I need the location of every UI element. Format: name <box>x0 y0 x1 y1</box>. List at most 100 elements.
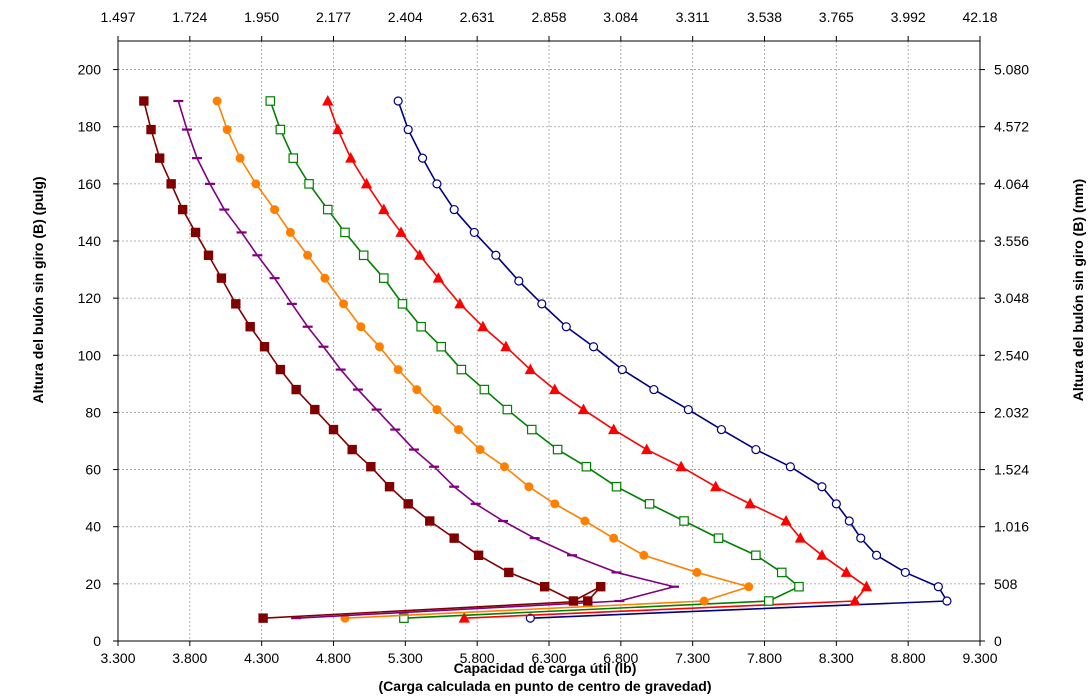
x-tick-label: 6.800 <box>603 650 638 666</box>
data-point <box>265 96 276 106</box>
series-line <box>143 100 602 619</box>
data-point <box>393 96 403 106</box>
data-point <box>304 179 314 189</box>
y-tick-label: 180 <box>78 119 102 135</box>
data-point <box>291 384 301 395</box>
data-point <box>139 96 149 106</box>
x-tick-label: 6.300 <box>531 650 566 666</box>
data-point <box>942 596 952 606</box>
data-point <box>785 462 795 472</box>
series-3 <box>265 96 804 623</box>
data-point <box>203 250 214 260</box>
data-point <box>581 461 592 472</box>
data-point <box>716 424 727 435</box>
data-point <box>817 482 827 492</box>
data-point <box>504 567 514 578</box>
data-point <box>222 125 232 135</box>
data-point <box>816 549 828 560</box>
data-point <box>258 613 268 623</box>
data-point <box>860 580 873 592</box>
data-point <box>454 297 466 309</box>
axes <box>113 36 985 646</box>
series-1 <box>393 96 952 623</box>
series-5 <box>173 99 679 620</box>
data-point <box>432 272 445 283</box>
data-point <box>212 96 222 106</box>
data-point <box>270 205 280 215</box>
data-point <box>649 384 659 395</box>
data-point <box>710 480 722 492</box>
data-point <box>469 227 479 238</box>
data-point <box>259 342 270 352</box>
y2-tick-label: 2.540 <box>994 347 1029 363</box>
data-point <box>251 179 261 189</box>
data-point <box>608 423 620 435</box>
data-point <box>288 153 299 163</box>
data-point <box>794 532 807 543</box>
data-point <box>840 566 853 577</box>
x-tick-label: 3.300 <box>100 650 135 666</box>
y2-tick-label: 4.064 <box>994 176 1029 192</box>
x-tick-label-top: 3.992 <box>891 9 926 25</box>
x-tick-label: 3.800 <box>172 650 207 666</box>
data-point <box>154 153 165 163</box>
data-point <box>537 299 547 309</box>
data-point <box>475 445 485 455</box>
data-point <box>596 582 606 592</box>
data-point <box>285 227 295 237</box>
data-point <box>609 533 619 543</box>
x-tick-label: 5.800 <box>460 650 495 666</box>
data-point <box>524 482 534 492</box>
data-point <box>356 322 366 332</box>
y-tick-label: 200 <box>78 62 102 78</box>
data-point <box>453 425 463 435</box>
data-point <box>751 444 761 455</box>
x-tick-label-top: 3.311 <box>676 9 710 25</box>
data-point <box>414 249 426 260</box>
series-line <box>326 100 868 619</box>
data-point <box>561 322 571 332</box>
x-tick-label-top: 42.18 <box>962 9 997 25</box>
data-point <box>358 250 369 261</box>
x-tick-label-top: 2.404 <box>388 9 423 25</box>
data-point <box>417 153 428 163</box>
data-point <box>322 204 333 215</box>
data-point <box>479 384 490 395</box>
data-point <box>384 482 395 492</box>
y-tick-label: 80 <box>85 404 101 420</box>
data-point <box>320 273 330 283</box>
x-axis-title: Capacidad de carga útil (lb) <box>454 660 637 676</box>
data-point <box>844 516 854 526</box>
data-point <box>577 403 590 415</box>
data-point <box>524 363 536 375</box>
data-point <box>500 340 512 352</box>
data-point <box>744 497 756 509</box>
y2-tick-label: 3.556 <box>994 233 1029 249</box>
y2-tick-label: 1.524 <box>994 462 1029 478</box>
data-point <box>644 499 655 509</box>
x-tick-label-top: 2.631 <box>460 9 495 25</box>
data-point <box>393 365 403 375</box>
y-tick-label: 140 <box>78 233 102 249</box>
data-point <box>235 153 245 163</box>
y-tick-label: 120 <box>78 290 102 306</box>
data-point <box>190 227 201 238</box>
data-point <box>683 404 693 415</box>
data-point <box>310 404 320 415</box>
data-point <box>177 204 188 215</box>
x-tick-label: 5.300 <box>388 650 423 666</box>
x-ticks-top: 1.497 1.724 1.950 2.177 2.404 2.631 2.858 3.084… <box>100 9 997 25</box>
data-point <box>397 299 408 309</box>
data-point <box>568 596 579 606</box>
data-point <box>403 124 413 135</box>
data-point <box>502 404 513 415</box>
data-point <box>871 550 882 560</box>
x-ticks-bottom: 3.300 3.800 4.300 4.800 5.300 5.800 6.300 6.800… <box>100 650 997 666</box>
x-tick-label-top: 1.724 <box>172 9 207 25</box>
data-point <box>275 364 286 375</box>
data-point <box>231 299 241 309</box>
data-point <box>275 124 286 135</box>
y2-tick-label: 5.080 <box>994 62 1029 78</box>
data-point <box>216 273 227 283</box>
